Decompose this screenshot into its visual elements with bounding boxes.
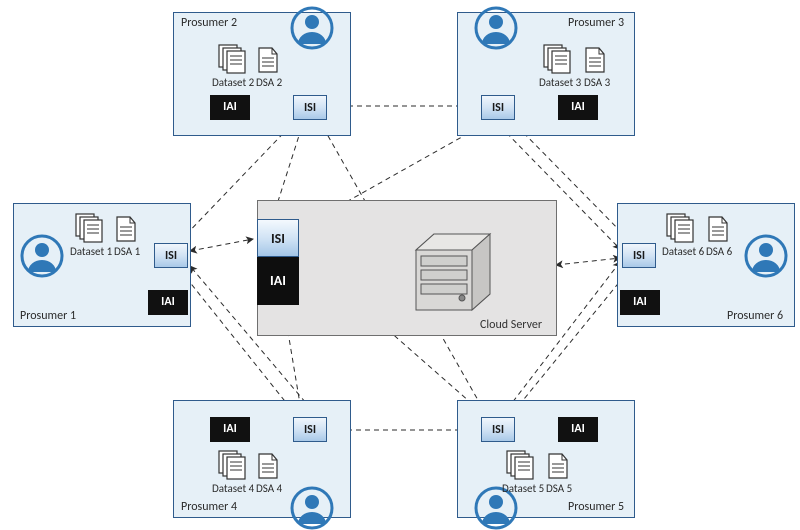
central-isi: ISI <box>257 219 299 257</box>
dataset-icon <box>218 44 248 74</box>
dsa-icon <box>707 215 729 243</box>
diagram-canvas: ISI IAI Cloud Server Prosumer 2 Dataset … <box>0 0 800 522</box>
prosumer-4-iai: IAI <box>210 417 250 442</box>
dsa-icon <box>547 452 569 480</box>
prosumer-5-isi: ISI <box>481 417 515 442</box>
dataset-icon <box>666 213 696 243</box>
prosumer-3-title: Prosumer 3 <box>568 16 624 30</box>
dataset-2-label: Dataset 2 <box>212 76 254 89</box>
prosumer-1-isi: ISI <box>154 243 188 268</box>
prosumer-5-iai: IAI <box>558 417 598 442</box>
dataset-4-label: Dataset 4 <box>212 482 254 495</box>
dataset-icon <box>218 450 248 480</box>
dsa-4-label: DSA 4 <box>256 482 282 495</box>
dsa-6-label: DSA 6 <box>706 245 732 258</box>
user-icon <box>20 234 64 278</box>
dataset-icon <box>543 44 573 74</box>
dsa-5-label: DSA 5 <box>546 482 572 495</box>
user-icon <box>290 6 334 50</box>
dataset-1-label: Dataset 1 <box>70 245 112 258</box>
user-icon <box>290 486 334 530</box>
dataset-icon <box>506 450 536 480</box>
dsa-3-label: DSA 3 <box>584 76 610 89</box>
prosumer-5-title: Prosumer 5 <box>568 500 624 514</box>
dsa-2-label: DSA 2 <box>256 76 282 89</box>
prosumer-1-title: Prosumer 1 <box>20 309 76 323</box>
dataset-6-label: Dataset 6 <box>662 245 704 258</box>
user-icon <box>744 234 788 278</box>
dataset-icon <box>75 213 105 243</box>
central-iai: IAI <box>257 257 299 305</box>
prosumer-3-isi: ISI <box>481 95 515 120</box>
prosumer-2-title: Prosumer 2 <box>181 16 237 30</box>
dsa-icon <box>584 46 606 74</box>
prosumer-2-isi: ISI <box>293 95 327 120</box>
prosumer-6-iai: IAI <box>620 290 660 315</box>
dsa-icon <box>257 452 279 480</box>
dsa-1-label: DSA 1 <box>114 245 140 258</box>
dataset-5-label: Dataset 5 <box>502 482 544 495</box>
central-stack: ISI IAI <box>257 219 299 305</box>
dataset-3-label: Dataset 3 <box>539 76 581 89</box>
prosumer-3-iai: IAI <box>558 95 598 120</box>
dsa-icon <box>257 46 279 74</box>
server-icon <box>410 214 498 322</box>
prosumer-6-isi: ISI <box>622 243 656 268</box>
cloud-server-box <box>257 200 557 336</box>
prosumer-1-iai: IAI <box>148 290 188 315</box>
prosumer-4-title: Prosumer 4 <box>181 500 237 514</box>
prosumer-2-iai: IAI <box>210 95 250 120</box>
dsa-icon <box>115 215 137 243</box>
cloud-server-label: Cloud Server <box>480 318 542 332</box>
user-icon <box>474 6 518 50</box>
prosumer-6-title: Prosumer 6 <box>727 309 783 323</box>
prosumer-4-isi: ISI <box>293 417 327 442</box>
